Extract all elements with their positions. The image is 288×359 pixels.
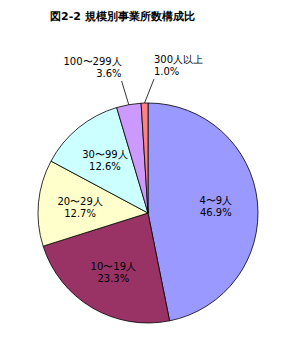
svg-text:100〜299人3.6%: 100〜299人3.6% [63,56,121,79]
svg-text:300人以上1.0%: 300人以上1.0% [154,54,203,77]
html-text:図2-2 規模別事業所数構成比: 図2-2 規模別事業所数構成比 [50,10,195,23]
svg-text:30〜99人12.6%: 30〜99人12.6% [82,149,127,172]
svg-text:4〜9人46.9%: 4〜9人46.9% [199,195,232,218]
svg-text:10〜19人23.3%: 10〜19人23.3% [91,261,136,284]
svg-text:20〜29人12.7%: 20〜29人12.7% [57,196,102,219]
